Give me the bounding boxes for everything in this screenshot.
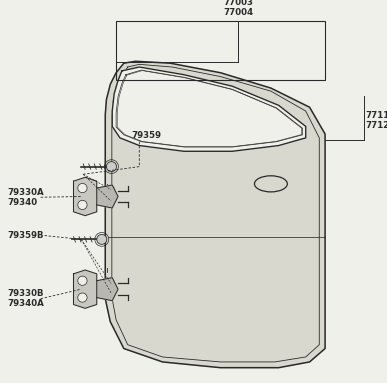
Polygon shape <box>105 61 325 368</box>
Polygon shape <box>74 177 97 216</box>
Circle shape <box>78 183 87 193</box>
Text: 79359B: 79359B <box>8 231 44 240</box>
Circle shape <box>108 186 115 193</box>
Text: 79359: 79359 <box>132 131 162 140</box>
Circle shape <box>97 234 107 244</box>
Circle shape <box>78 293 87 302</box>
Polygon shape <box>97 278 118 301</box>
Circle shape <box>108 290 115 296</box>
Text: 77003
77004: 77003 77004 <box>223 0 253 17</box>
Circle shape <box>78 276 87 285</box>
Text: 77111
77121: 77111 77121 <box>366 111 387 130</box>
Circle shape <box>106 162 116 172</box>
Circle shape <box>108 198 115 205</box>
Polygon shape <box>74 270 97 308</box>
Polygon shape <box>97 185 118 208</box>
Text: 79330A
79340: 79330A 79340 <box>8 188 45 207</box>
Text: 79330B
79340A: 79330B 79340A <box>8 289 45 308</box>
Circle shape <box>108 280 115 287</box>
Bar <box>116 21 325 80</box>
Polygon shape <box>112 67 306 151</box>
Circle shape <box>78 200 87 210</box>
